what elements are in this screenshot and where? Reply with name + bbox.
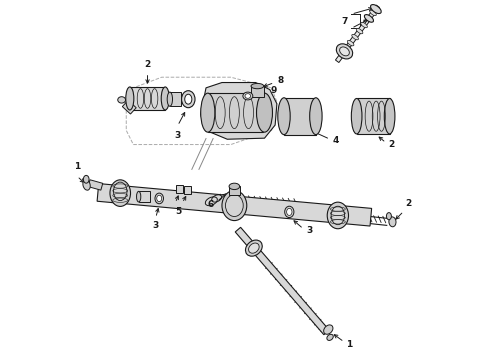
Polygon shape (97, 184, 371, 226)
Text: 4: 4 (333, 136, 339, 145)
Ellipse shape (114, 182, 127, 201)
Text: 5: 5 (175, 207, 182, 216)
Text: 2: 2 (389, 140, 395, 149)
Polygon shape (176, 185, 183, 193)
Ellipse shape (351, 99, 362, 134)
Polygon shape (229, 186, 240, 195)
Text: 8: 8 (278, 76, 284, 85)
Ellipse shape (343, 46, 349, 52)
Ellipse shape (352, 34, 358, 40)
Polygon shape (284, 98, 316, 135)
Text: 3: 3 (306, 226, 313, 235)
Polygon shape (251, 86, 264, 97)
Ellipse shape (83, 175, 89, 183)
Polygon shape (201, 82, 277, 139)
Ellipse shape (248, 243, 259, 253)
Ellipse shape (327, 202, 348, 229)
Polygon shape (139, 192, 150, 202)
Ellipse shape (365, 16, 372, 22)
Ellipse shape (310, 98, 322, 135)
Ellipse shape (285, 206, 294, 217)
Ellipse shape (229, 183, 240, 190)
Ellipse shape (324, 325, 333, 334)
Text: 2: 2 (145, 59, 150, 68)
Ellipse shape (384, 99, 395, 134)
Ellipse shape (251, 84, 264, 89)
Polygon shape (208, 93, 263, 132)
Polygon shape (235, 227, 329, 335)
Ellipse shape (222, 190, 247, 221)
Ellipse shape (338, 53, 345, 58)
Polygon shape (336, 5, 380, 63)
Ellipse shape (278, 98, 290, 135)
Ellipse shape (331, 206, 344, 225)
Text: 1: 1 (74, 162, 80, 171)
Ellipse shape (327, 334, 333, 341)
Ellipse shape (185, 94, 192, 104)
Text: 7: 7 (341, 17, 347, 26)
Ellipse shape (245, 94, 251, 98)
Ellipse shape (370, 5, 381, 14)
Ellipse shape (340, 47, 349, 56)
Text: 3: 3 (174, 131, 181, 140)
Polygon shape (170, 92, 181, 106)
Ellipse shape (257, 93, 272, 132)
Ellipse shape (155, 193, 164, 204)
Ellipse shape (356, 28, 363, 34)
Polygon shape (122, 100, 136, 114)
Ellipse shape (361, 22, 368, 28)
Ellipse shape (389, 217, 396, 227)
Text: 2: 2 (406, 199, 412, 208)
Polygon shape (184, 186, 191, 194)
Ellipse shape (83, 180, 90, 190)
Ellipse shape (157, 195, 162, 202)
Ellipse shape (137, 192, 141, 202)
Polygon shape (88, 180, 103, 190)
Text: 6: 6 (208, 200, 214, 209)
Ellipse shape (118, 97, 125, 103)
Polygon shape (357, 99, 390, 134)
Ellipse shape (287, 208, 292, 215)
Text: 9: 9 (270, 86, 276, 95)
Ellipse shape (161, 87, 169, 110)
Ellipse shape (243, 92, 253, 100)
Ellipse shape (110, 180, 130, 206)
Ellipse shape (182, 91, 195, 108)
Ellipse shape (225, 194, 243, 216)
Ellipse shape (370, 10, 376, 15)
Ellipse shape (167, 92, 172, 106)
Ellipse shape (387, 213, 392, 220)
Ellipse shape (365, 15, 373, 22)
Ellipse shape (245, 240, 262, 256)
Ellipse shape (347, 40, 354, 46)
Ellipse shape (336, 44, 353, 59)
Text: 3: 3 (152, 221, 159, 230)
Ellipse shape (201, 93, 215, 132)
Polygon shape (130, 87, 165, 110)
Text: 1: 1 (346, 340, 352, 349)
Ellipse shape (126, 87, 134, 110)
